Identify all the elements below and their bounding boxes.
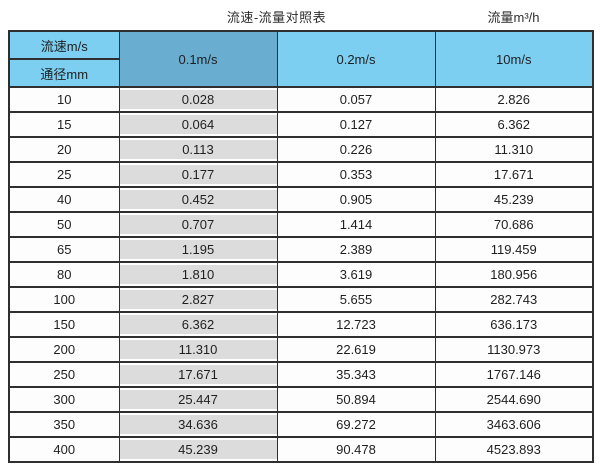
diameter-cell: 350 (8, 411, 120, 438)
diameter-cell: 40 (8, 186, 120, 213)
flow-cell-0-2ms: 0.127 (276, 111, 436, 138)
diameter-cell: 200 (8, 336, 120, 363)
diameter-cell: 100 (8, 286, 120, 313)
column-header-0-2ms: 0.2m/s (276, 30, 436, 88)
flow-cell-0-2ms: 0.905 (276, 186, 436, 213)
flow-cell-10ms: 636.173 (434, 311, 594, 338)
flow-cell-0-1ms: 1.195 (118, 236, 278, 263)
diameter-cell: 80 (8, 261, 120, 288)
flow-cell-0-1ms: 0.113 (118, 136, 278, 163)
table-row: 80 1.810 3.619 180.956 (8, 261, 594, 288)
header-row-top: 流速m/s 0.1m/s 0.2m/s 10m/s (8, 30, 594, 88)
flow-cell-0-2ms: 3.619 (276, 261, 436, 288)
flow-cell-0-2ms: 2.389 (276, 236, 436, 263)
flow-cell-0-2ms: 1.414 (276, 211, 436, 238)
diameter-cell: 10 (8, 86, 120, 113)
flow-cell-0-1ms: 34.636 (118, 411, 278, 438)
table-row: 300 25.447 50.894 2544.690 (8, 386, 594, 413)
table-row: 250 17.671 35.343 1767.146 (8, 361, 594, 388)
diameter-cell: 20 (8, 136, 120, 163)
flow-cell-0-1ms: 0.707 (118, 211, 278, 238)
diameter-cell: 15 (8, 111, 120, 138)
flow-cell-0-1ms: 1.810 (118, 261, 278, 288)
flow-cell-0-1ms: 17.671 (118, 361, 278, 388)
column-header-0-1ms: 0.1m/s (118, 30, 278, 88)
flow-cell-0-2ms: 35.343 (276, 361, 436, 388)
flow-cell-0-2ms: 69.272 (276, 411, 436, 438)
flow-cell-0-2ms: 90.478 (276, 436, 436, 463)
flow-cell-0-1ms: 45.239 (118, 436, 278, 463)
table-header: 流速m/s 0.1m/s 0.2m/s 10m/s 通径mm (8, 30, 594, 88)
flow-cell-10ms: 11.310 (434, 136, 594, 163)
diameter-cell: 150 (8, 311, 120, 338)
diameter-cell: 50 (8, 211, 120, 238)
flow-cell-0-2ms: 0.226 (276, 136, 436, 163)
flow-cell-10ms: 17.671 (434, 161, 594, 188)
flow-cell-0-2ms: 12.723 (276, 311, 436, 338)
flow-cell-0-1ms: 2.827 (118, 286, 278, 313)
flow-cell-10ms: 2544.690 (434, 386, 594, 413)
flow-cell-10ms: 3463.606 (434, 411, 594, 438)
table-row: 40 0.452 0.905 45.239 (8, 186, 594, 213)
table-row: 10 0.028 0.057 2.826 (8, 86, 594, 113)
velocity-flow-table: 流速m/s 0.1m/s 0.2m/s 10m/s 通径mm 10 0.028 0.… (8, 30, 594, 463)
flow-cell-0-1ms: 25.447 (118, 386, 278, 413)
flow-cell-10ms: 119.459 (434, 236, 594, 263)
diameter-cell: 25 (8, 161, 120, 188)
flow-cell-10ms: 4523.893 (434, 436, 594, 463)
flow-cell-0-1ms: 6.362 (118, 311, 278, 338)
table-row: 400 45.239 90.478 4523.893 (8, 436, 594, 463)
diameter-cell: 250 (8, 361, 120, 388)
corner-diameter-label: 通径mm (8, 58, 120, 88)
title-bar: 流速-流量对照表 流量m³/h (0, 0, 600, 30)
flow-cell-0-2ms: 0.057 (276, 86, 436, 113)
page-title: 流速-流量对照表 (226, 10, 327, 25)
table-row: 200 11.310 22.619 1130.973 (8, 336, 594, 363)
flow-cell-10ms: 2.826 (434, 86, 594, 113)
flow-cell-10ms: 180.956 (434, 261, 594, 288)
flow-cell-10ms: 282.743 (434, 286, 594, 313)
flow-cell-0-1ms: 11.310 (118, 336, 278, 363)
flow-cell-10ms: 6.362 (434, 111, 594, 138)
flow-cell-10ms: 70.686 (434, 211, 594, 238)
flow-cell-0-1ms: 0.064 (118, 111, 278, 138)
table-row: 25 0.177 0.353 17.671 (8, 161, 594, 188)
table-body: 10 0.028 0.057 2.826 15 0.064 0.127 6.362 20 0.11… (8, 86, 594, 463)
flow-cell-0-1ms: 0.452 (118, 186, 278, 213)
flow-cell-10ms: 45.239 (434, 186, 594, 213)
column-header-10ms: 10m/s (434, 30, 594, 88)
flow-cell-0-2ms: 50.894 (276, 386, 436, 413)
flow-cell-10ms: 1130.973 (434, 336, 594, 363)
flow-cell-0-1ms: 0.177 (118, 161, 278, 188)
diameter-cell: 300 (8, 386, 120, 413)
flow-cell-0-2ms: 0.353 (276, 161, 436, 188)
flow-cell-0-2ms: 5.655 (276, 286, 436, 313)
table-row: 100 2.827 5.655 282.743 (8, 286, 594, 313)
diameter-cell: 65 (8, 236, 120, 263)
flow-cell-0-2ms: 22.619 (276, 336, 436, 363)
table-row: 50 0.707 1.414 70.686 (8, 211, 594, 238)
diameter-cell: 400 (8, 436, 120, 463)
flow-cell-10ms: 1767.146 (434, 361, 594, 388)
flow-unit-title: 流量m³/h (487, 10, 540, 25)
table-row: 65 1.195 2.389 119.459 (8, 236, 594, 263)
table-row: 150 6.362 12.723 636.173 (8, 311, 594, 338)
table-row: 350 34.636 69.272 3463.606 (8, 411, 594, 438)
table-row: 20 0.113 0.226 11.310 (8, 136, 594, 163)
header-row-bottom: 通径mm (8, 58, 593, 88)
table-row: 15 0.064 0.127 6.362 (8, 111, 594, 138)
flow-cell-0-1ms: 0.028 (118, 86, 278, 113)
corner-velocity-label: 流速m/s (8, 30, 120, 60)
